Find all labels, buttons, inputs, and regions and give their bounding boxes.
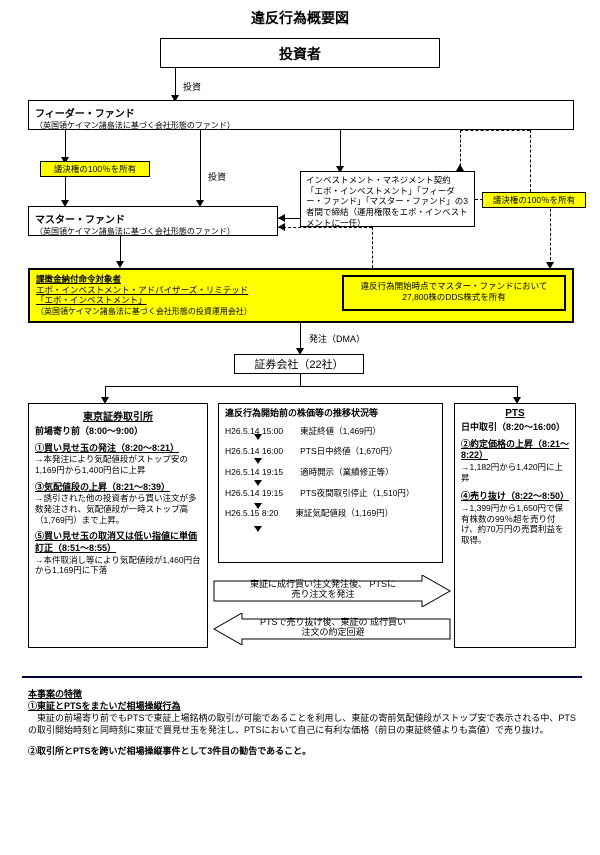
tse-i1t: ①買い見せ玉の発注（8:20～8:21） [35, 443, 179, 453]
tse-i1b: →本発注により気配値段がストップ安の1,169円から1,400円台に上昇 [35, 454, 201, 475]
box-master: マスター・ファンド （英国領ケイマン諸島法に基づく会社形態のファンド） [28, 206, 278, 236]
label-invest1: 投資 [182, 80, 202, 93]
arrowhead [456, 164, 464, 171]
pts-header: PTS [461, 408, 569, 419]
hist-r3: H26.5.14 19:15 適時開示（業績修正等） [225, 467, 436, 478]
label-invest2: 投資 [207, 170, 227, 183]
diagram-title: 違反行為概要図 [0, 0, 600, 32]
arrow [65, 177, 66, 202]
bigarrow2-text: PTSで売り抜け後、東証の 成行買い注文の約定回避 [258, 618, 408, 638]
box-feeder: フィーダー・ファンド （英国領ケイマン諸島法に基づく会社形態のファンド） [28, 100, 574, 130]
box-pts: PTS 日中取引（8:20～16:00） ②約定価格の上昇（8:21～8:22）… [454, 403, 576, 648]
tse-pre: 前場寄り前（8:00～9:00） [35, 426, 143, 436]
label-dma: 発注（DMA） [308, 332, 366, 345]
dashed-line [372, 227, 373, 268]
dashed-line [530, 130, 531, 192]
pts-i2t: ②約定価格の上昇（8:21～8:22） [461, 439, 569, 461]
arrowhead [254, 434, 262, 440]
subject-l1: 課徴金納付命令対象者 [36, 274, 121, 284]
dashed-line [278, 227, 372, 228]
box-history: 違反行為開始前の株価等の推移状況等 H26.5.14 15:00 東証終値（1,… [218, 403, 443, 563]
feat-header: 本事案の特徴 [28, 689, 82, 699]
arrowhead [254, 480, 262, 486]
hist-r2: H26.5.14 16:00 PTS日中終値（1,670円） [225, 446, 436, 457]
pts-i2b: →1,182円から1,420円に上昇 [461, 462, 569, 483]
arrow [200, 130, 201, 202]
box-vote2: 議決権の100％を所有 [482, 192, 586, 208]
dashed-line [460, 130, 530, 131]
pts-i4b: →1,399円から1,650円で保有株数の99％超を売り付け、約70万円の売買利… [461, 503, 569, 546]
tse-i3b: →誘引された他の投資者から買い注文が多数発注され、気配値段が一時ストップ高（1,… [35, 493, 201, 525]
arrow [120, 236, 121, 264]
box-ima: インベストメント・マネジメント契約 「エボ・インベストメント」「フィーダー・ファ… [300, 171, 475, 227]
box-vote1: 議決権の100％を所有 [40, 161, 150, 177]
hist-r5: H26.5.15 8:20 東証気配値段（1,169円） [225, 508, 436, 519]
pts-i4t: ④売り抜け（8:22～8:50） [461, 491, 569, 501]
arrowhead [278, 223, 285, 231]
arrowhead [254, 503, 262, 509]
arrowhead [254, 526, 262, 532]
arrow [65, 130, 66, 160]
pts-day: 日中取引（8:20～16:00） [461, 422, 565, 432]
box-securities: 証券会社（22社） [234, 354, 364, 374]
dashed-line [550, 199, 551, 265]
subject-l2: エボ・インベストメント・アドバイザーズ・リミテッド [36, 285, 248, 295]
arrow [105, 386, 517, 387]
feeder-title: フィーダー・ファンド [35, 109, 135, 120]
bigarrow1-text: 東証に成行買い注文発注後、 PTSに売り注文を発注 [248, 580, 398, 600]
master-sub: （英国領ケイマン諸島法に基づく会社形態のファンド） [35, 226, 271, 237]
arrow [300, 323, 301, 351]
divider [22, 676, 582, 678]
tse-i5b: →本件取消し等により気配値段が1,460円台から1,169円に下落 [35, 555, 201, 576]
subject-l3: 「エボ・インベストメント」 [36, 295, 147, 305]
master-title: マスター・ファンド [35, 215, 125, 226]
features: 本事案の特徴 ①東証とPTSをまたいだ相場操縦行為 東証の前場寄り前でもPTSで… [28, 688, 576, 757]
box-tse: 東京証券取引所 前場寄り前（8:00～9:00） ①買い見せ玉の発注（8:20～… [28, 403, 208, 648]
arrow-investor-feeder [175, 68, 176, 98]
tse-i5t: ⑤買い見せ玉の取消又は低い指値に単価訂正（8:51～8:55） [35, 531, 197, 553]
arrowhead [254, 458, 262, 464]
tse-i3t: ③気配値段の上昇（8:21～8:39） [35, 482, 170, 492]
arrowhead [116, 261, 124, 268]
box-holdings: 違反行為開始時点でマスター・ファンドにおいて27,800株のDDS株式を所有 [342, 275, 566, 311]
feat-f1t: ①東証とPTSをまたいだ相場操縦行為 [28, 701, 181, 711]
arrow [300, 374, 301, 386]
feat-f2: ②取引所とPTSを跨いだ相場操縦事件として3件目の勧告であること。 [28, 746, 311, 756]
feat-f1b: 東証の前場寄り前でもPTSで東証上場銘柄の取引が可能であることを利用し、東証の寄… [28, 712, 576, 736]
hist-r4: H26.5.14 19:15 PTS夜間取引停止（1,510円） [225, 488, 436, 499]
box-investor: 投資者 [160, 38, 440, 68]
arrowhead [278, 214, 285, 222]
hist-header: 違反行為開始前の株価等の推移状況等 [225, 408, 378, 418]
tse-header: 東京証券取引所 [35, 408, 201, 423]
arrow [340, 130, 341, 169]
